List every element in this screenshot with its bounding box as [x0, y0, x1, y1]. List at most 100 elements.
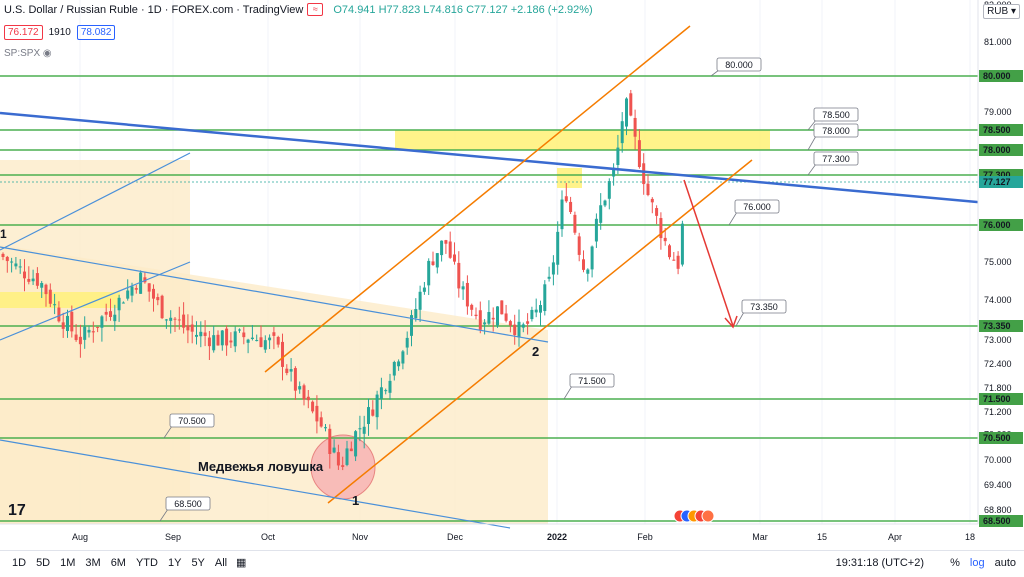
- callout-box: [716, 57, 762, 72]
- callout-label: 71.500: [578, 376, 606, 386]
- candle-body: [83, 326, 87, 340]
- annotation-label: 2: [532, 344, 539, 359]
- symbol-title[interactable]: U.S. Dollar / Russian Ruble · 1D · FOREX…: [4, 3, 304, 16]
- candle-body: [302, 385, 306, 400]
- left-channel-upper: [0, 152, 191, 251]
- compare-symbol[interactable]: SP:SPX: [4, 48, 41, 59]
- channel-upper: [264, 25, 691, 373]
- currency-label: RUB: [987, 6, 1009, 17]
- range-button-5y[interactable]: 5Y: [191, 557, 205, 569]
- candle-body: [212, 335, 216, 351]
- time-tick-label: 15: [817, 532, 827, 542]
- candle-body: [526, 321, 530, 324]
- time-axis[interactable]: Aug Sep Oct Nov Dec 2022 Feb Mar 15 Apr 18: [0, 523, 978, 542]
- callout-leader: [159, 508, 169, 522]
- eye-icon[interactable]: ◉: [42, 48, 52, 59]
- candle-body: [625, 98, 628, 127]
- candle-body: [199, 331, 203, 337]
- candle-body: [594, 218, 598, 242]
- range-button-1d[interactable]: 1D: [12, 557, 27, 569]
- candle-body: [556, 231, 560, 265]
- percent-toggle[interactable]: %: [950, 557, 960, 569]
- price-axis[interactable]: 82.00081.00080.00079.00078.00077.30076.0…: [977, 0, 1024, 527]
- candle-body: [242, 332, 246, 338]
- range-button-6m[interactable]: 6M: [110, 557, 126, 569]
- candle-body: [345, 448, 349, 465]
- price-tick-label: 71.800: [984, 383, 1012, 393]
- price-level-tag-label: 70.500: [983, 433, 1011, 443]
- currency-selector[interactable]: RUB ▾: [983, 4, 1020, 19]
- candle-body: [349, 448, 353, 452]
- candle-body: [586, 269, 590, 274]
- ask-price[interactable]: 78.082: [76, 25, 116, 40]
- price-level-tag-label: 77.300: [983, 170, 1011, 180]
- candle-body: [281, 341, 284, 367]
- callout-box: [169, 413, 215, 428]
- candle-body: [57, 307, 61, 322]
- candle-body: [616, 147, 620, 166]
- candle-body: [336, 452, 340, 466]
- price-level-tag: [979, 320, 1023, 332]
- price-level-tag-label: 76.000: [983, 220, 1011, 230]
- wedge-lower: [0, 439, 511, 529]
- time-tick-label: Dec: [447, 532, 464, 542]
- candle-body: [66, 315, 69, 331]
- callout-box: [734, 199, 780, 214]
- candle-body: [134, 288, 138, 290]
- open-value: O74.941: [333, 3, 376, 16]
- price-tick-label: 74.000: [984, 295, 1012, 305]
- trendlines-layer: [0, 25, 1011, 529]
- candle-body: [367, 407, 370, 425]
- range-button-3m[interactable]: 3M: [85, 557, 101, 569]
- range-button-1m[interactable]: 1M: [60, 557, 76, 569]
- candle-body: [530, 309, 534, 320]
- tradingview-logo-icon[interactable]: 17: [8, 502, 26, 519]
- time-tick-label: Apr: [888, 532, 902, 542]
- candle-body: [637, 140, 641, 167]
- callout-leader: [563, 385, 573, 400]
- log-toggle[interactable]: log: [969, 557, 985, 569]
- candle-body: [109, 311, 112, 317]
- close-value: C77.127: [466, 3, 508, 16]
- range-button-1y[interactable]: 1Y: [167, 557, 182, 569]
- change-value: +2.186 (+2.92%): [510, 3, 593, 16]
- price-tick-label: 69.400: [984, 480, 1012, 490]
- candle-body: [508, 321, 512, 326]
- candle-body: [397, 361, 401, 367]
- price-chart[interactable]: 80.000 78.500 78.000 77.300 76.000 73.350 71.5…: [0, 0, 1024, 550]
- yellow-zone-small: [557, 168, 582, 188]
- bid-price[interactable]: 76.172: [4, 25, 43, 40]
- price-tick-label: 72.400: [984, 359, 1012, 369]
- candle-body: [620, 121, 624, 144]
- candle-body: [104, 311, 108, 315]
- candle-body: [569, 201, 573, 213]
- hide-indicator-icon[interactable]: ≈: [307, 3, 324, 16]
- range-button-5d[interactable]: 5D: [36, 557, 51, 569]
- candle-body: [225, 328, 229, 346]
- event-flag-icon: [701, 509, 715, 523]
- bid-ask-row: 76.172 1910 78.082: [4, 25, 116, 40]
- chart-legend: U.S. Dollar / Russian Ruble · 1D · FOREX…: [4, 3, 593, 16]
- candle-body: [384, 390, 388, 392]
- range-button-ytd[interactable]: YTD: [135, 557, 158, 569]
- candle-body: [676, 255, 680, 269]
- callout-label: 78.500: [822, 110, 850, 120]
- candle-body: [487, 311, 491, 324]
- candle-body: [268, 337, 272, 341]
- candle-body: [341, 465, 345, 467]
- candle-body: [259, 337, 263, 347]
- callout-label: 73.350: [750, 302, 778, 312]
- candle-body: [358, 428, 362, 430]
- candle-body: [414, 308, 418, 319]
- candle-body: [547, 276, 551, 279]
- candle-body: [444, 240, 448, 244]
- price-tick-label: 81.000: [984, 37, 1012, 47]
- range-buttons: 1D 5D 1M 3M 6M YTD 1Y 5Y All: [12, 557, 227, 569]
- calendar-icon[interactable]: ▦: [236, 557, 247, 569]
- clock-time[interactable]: 19:31:18 (UTC+2): [835, 557, 924, 569]
- range-button-all[interactable]: All: [214, 557, 228, 569]
- candle-body: [491, 317, 495, 320]
- callout-box: [813, 151, 859, 166]
- price-level-tag: [979, 70, 1023, 82]
- auto-toggle[interactable]: auto: [994, 557, 1016, 569]
